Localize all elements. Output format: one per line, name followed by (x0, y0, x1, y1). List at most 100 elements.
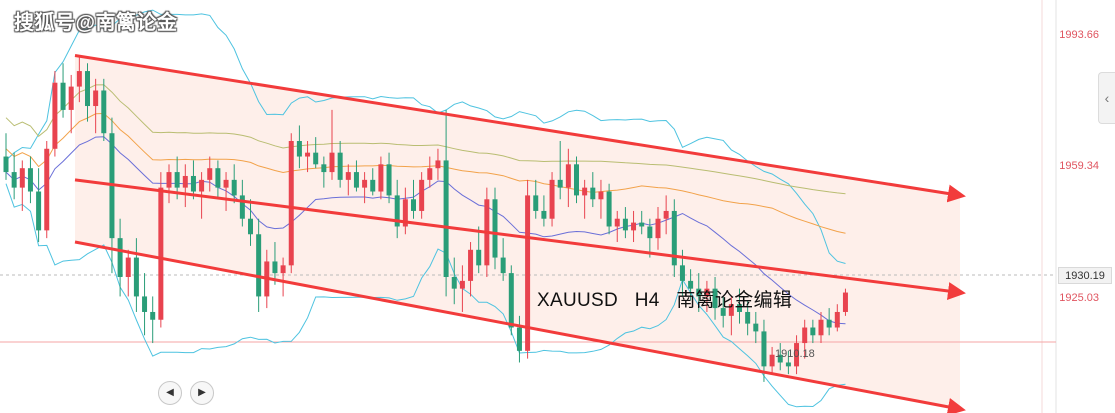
candle-body (427, 168, 433, 180)
moving-average-olive-line (5, 84, 846, 195)
candle-body (386, 164, 392, 196)
candle-body (329, 152, 335, 173)
candle-body (476, 249, 482, 266)
candle-body (525, 195, 531, 351)
candle-body (663, 210, 669, 219)
candle-body (125, 257, 131, 277)
candle-body (223, 179, 229, 188)
bollinger-upper-line (5, 9, 846, 264)
watermark: 搜狐号@南篱论金 (14, 12, 178, 34)
skip-forward-icon: ▶ (198, 387, 206, 398)
candle-body (353, 172, 359, 188)
caption-timeframe: H4 (634, 290, 660, 311)
candle-body (622, 218, 628, 231)
candle-body (174, 172, 180, 188)
channel-line-middle (74, 178, 966, 300)
candle-body (810, 327, 816, 336)
candle-body (272, 261, 278, 274)
candle-body (712, 288, 718, 309)
channel-line-lower (74, 240, 966, 413)
candle-body (85, 71, 90, 107)
candle-body (394, 195, 400, 227)
candle-body (541, 210, 547, 219)
candle-body (443, 160, 449, 277)
candle-body (27, 168, 33, 192)
candle-body (256, 234, 262, 297)
candle-body (182, 175, 188, 188)
candle-body (11, 172, 17, 188)
channel-fill (75, 55, 960, 410)
candle-body (288, 141, 294, 266)
candle-body (411, 199, 416, 211)
candle-body (834, 311, 840, 328)
candle-body (362, 179, 368, 188)
candle-body (337, 152, 343, 180)
candle-body (842, 292, 848, 312)
candle-body (378, 164, 384, 192)
candle-body (777, 354, 783, 363)
chevron-left-icon: ‹ (1104, 90, 1110, 106)
channel-lines-layer (74, 54, 966, 413)
candle-body (696, 288, 702, 297)
candle-body (459, 280, 465, 289)
candle-body (606, 191, 612, 227)
candle-body (52, 82, 58, 149)
candle-body (19, 168, 25, 188)
candle-body (207, 168, 213, 180)
candle-body (36, 191, 42, 231)
channel-line-upper (74, 54, 966, 203)
current-price-tag: 1930.19 (1058, 267, 1112, 284)
chart-caption: XAUUSD H4 南篱论金编辑 (537, 285, 792, 312)
candle-body (76, 71, 82, 87)
candle-body (671, 210, 677, 266)
candle-body (60, 82, 66, 110)
candle-body (582, 187, 588, 196)
candle-body (574, 164, 579, 196)
candle-body (769, 354, 775, 367)
candle-body (500, 257, 506, 274)
candle-body (826, 319, 832, 328)
caption-author: 南篱论金编辑 (676, 290, 793, 311)
candle-body (215, 168, 221, 188)
candle-body (158, 187, 164, 320)
candle-body (737, 304, 742, 312)
candle-body (419, 179, 425, 211)
channel-fill-layer (75, 55, 960, 410)
candle-body (761, 331, 767, 367)
candle-body (133, 257, 139, 297)
candle-body (728, 304, 734, 316)
candle-body (508, 273, 514, 328)
candle-body (150, 311, 156, 320)
scroll-forward-button[interactable]: ▶ (190, 381, 214, 405)
candle-body (345, 172, 351, 180)
candle-body (516, 327, 522, 351)
price-label-1925: 1925.03 (1059, 292, 1099, 304)
candle-body (435, 160, 441, 169)
candle-body (679, 265, 685, 281)
candle-body (655, 218, 661, 239)
candle-body (190, 175, 196, 192)
candle-body (321, 164, 327, 173)
candle-body (818, 319, 824, 336)
candle-body (631, 222, 637, 231)
collapse-panel-button[interactable]: ‹ (1098, 72, 1115, 124)
candle-body (549, 179, 555, 219)
moving-average-orange-line (5, 112, 846, 234)
candle-body (142, 296, 148, 312)
candle-body (565, 164, 571, 188)
candle-body (402, 199, 408, 227)
candle-body (44, 148, 50, 231)
candle-body (688, 280, 694, 289)
price-label-1959: 1959.34 (1059, 160, 1099, 172)
candle-body (745, 311, 751, 324)
candle-body (93, 90, 99, 107)
candle-body (101, 90, 107, 134)
scroll-back-button[interactable]: ◀ (158, 381, 182, 405)
candle-body (117, 238, 123, 277)
low-price-label: 1910.18 (775, 348, 815, 360)
candle-body (231, 179, 237, 196)
candle-body (492, 199, 498, 258)
candle-body (802, 327, 808, 344)
